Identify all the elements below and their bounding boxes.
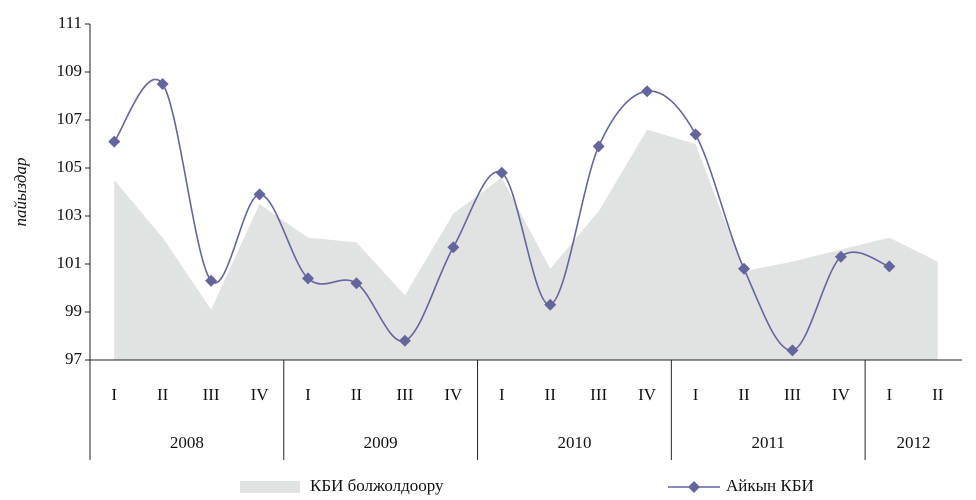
x-tick-label: IV	[638, 385, 657, 404]
legend-label: КБИ болжолдоору	[310, 476, 444, 495]
x-tick-label: III	[203, 385, 220, 404]
y-tick-label: 105	[57, 157, 83, 176]
marker	[302, 272, 314, 285]
y-tick-label: 101	[57, 253, 83, 272]
marker	[156, 78, 169, 90]
marker	[350, 277, 363, 290]
marker	[544, 298, 557, 311]
year-label: 2010	[557, 433, 591, 452]
x-tick-label: II	[545, 385, 557, 404]
year-label: 2009	[364, 433, 398, 452]
x-tick-label: III	[590, 385, 607, 404]
marker	[398, 334, 411, 347]
marker	[786, 344, 799, 357]
x-tick-label: II	[351, 385, 363, 404]
year-label: 2012	[897, 433, 931, 452]
y-tick-label: 107	[57, 109, 83, 128]
legend-marker	[688, 481, 700, 493]
y-tick-label: 99	[65, 301, 82, 320]
y-tick-label: 97	[65, 349, 83, 368]
marker	[108, 135, 121, 148]
x-tick-label: IV	[444, 385, 463, 404]
x-tick-label: III	[396, 385, 413, 404]
x-tick-label: IV	[832, 385, 851, 404]
x-tick-label: I	[693, 385, 699, 404]
x-tick-label: II	[932, 385, 944, 404]
marker	[738, 262, 750, 275]
x-tick-label: IV	[251, 385, 270, 404]
marker	[253, 188, 266, 201]
y-tick-label: 103	[57, 205, 83, 224]
x-tick-label: I	[111, 385, 117, 404]
x-tick-label: II	[157, 385, 169, 404]
x-tick-label: II	[738, 385, 750, 404]
x-tick-label: I	[886, 385, 892, 404]
y-tick-label: 111	[58, 13, 82, 32]
year-label: 2011	[752, 433, 785, 452]
marker	[641, 85, 654, 98]
marker	[834, 250, 847, 263]
legend-label: Айкын КБИ	[726, 476, 814, 495]
marker	[205, 274, 218, 287]
x-tick-label: I	[499, 385, 505, 404]
y-axis-label: пайыздар	[11, 157, 30, 226]
marker	[447, 241, 460, 254]
x-tick-label: III	[784, 385, 801, 404]
marker	[689, 128, 702, 141]
legend-swatch	[240, 481, 300, 493]
x-tick-label: I	[305, 385, 311, 404]
y-tick-label: 109	[57, 61, 83, 80]
year-label: 2008	[170, 433, 204, 452]
marker	[495, 166, 508, 179]
marker	[592, 140, 605, 153]
marker	[883, 260, 896, 273]
